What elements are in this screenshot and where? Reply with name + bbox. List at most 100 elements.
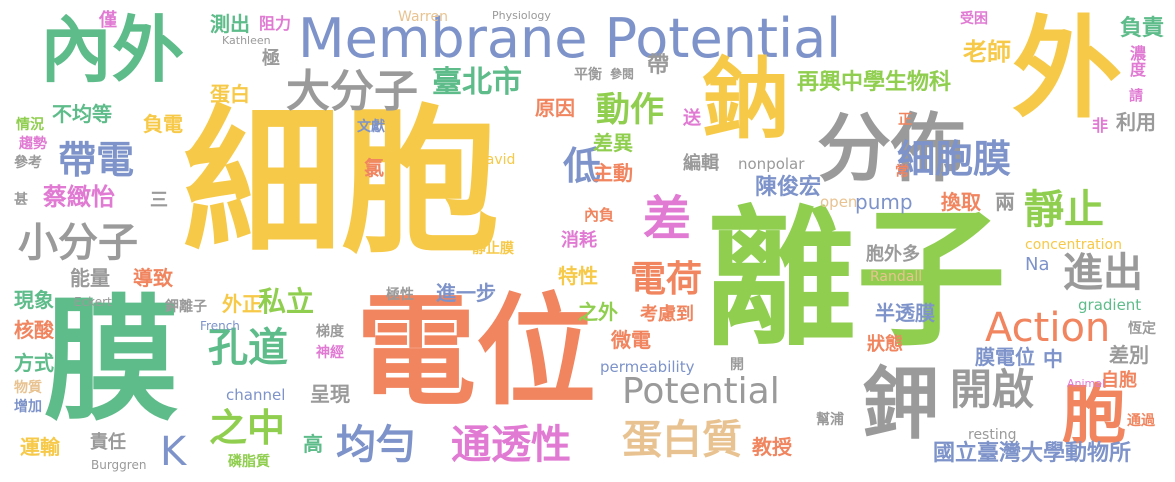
word-nongdu: 濃度 <box>1127 45 1146 77</box>
word-warren: Warren <box>398 9 448 25</box>
word-kathleen: Kathleen <box>222 34 271 47</box>
word-wuzhi: 物質 <box>14 380 42 396</box>
word-shen: 甚 <box>14 192 28 208</box>
word-danbaizhi: 蛋白質 <box>622 417 742 463</box>
word-junyun: 均勻 <box>336 422 416 468</box>
word-gao: 高 <box>303 432 323 456</box>
word-yunshu: 運輸 <box>20 435 60 459</box>
word-bangpu: 幫浦 <box>816 412 844 428</box>
word-san: 三 <box>150 190 168 211</box>
word-dianhe: 電荷 <box>630 259 703 300</box>
word-concentration: concentration <box>1025 237 1122 253</box>
word-cankao: 參考 <box>14 155 42 171</box>
word-kaolvdao: 考慮到 <box>640 304 694 325</box>
word-dongzuo: 動作 <box>596 90 664 130</box>
word-jiaoshou: 教授 <box>752 435 792 459</box>
word-daozhi: 導致 <box>133 266 173 290</box>
word-nengliang: 能量 <box>70 266 110 290</box>
word-pump: pump <box>855 190 913 214</box>
word-chabie: 差別 <box>1109 343 1149 367</box>
word-shoukun: 受困 <box>960 11 988 27</box>
word-fei: 非 <box>1092 116 1109 135</box>
word-hesuan: 核酸 <box>14 318 54 342</box>
word-lizi: 離子 <box>706 193 1007 367</box>
word-nonpolar: nonpolar <box>738 155 805 173</box>
word-liang: 兩 <box>995 190 1015 214</box>
word-daidian: 帶電 <box>58 138 135 182</box>
word-zeren: 責任 <box>90 432 126 453</box>
word-bantoumo: 半透膜 <box>875 301 935 325</box>
word-mo: 膜 <box>44 282 179 439</box>
word-resting: resting <box>968 427 1017 443</box>
word-wai: 外 <box>1012 5 1122 133</box>
word-modianwei: 膜電位 <box>975 345 1035 369</box>
word-na-en: Na <box>1025 254 1050 275</box>
word-bao: 胞 <box>1062 379 1126 453</box>
word-yuanyin: 原因 <box>535 96 575 120</box>
word-kongdao: 孔道 <box>208 325 288 371</box>
word-linzhizhi: 磷脂質 <box>228 454 270 470</box>
word-pingheng: 平衡 <box>574 67 602 83</box>
word-jin: 僅 <box>96 10 117 28</box>
word-dafenzi: 大分子 <box>286 66 418 117</box>
word-caizhiyi: 蔡緻怡 <box>43 183 115 211</box>
word-randall: Randall <box>870 269 923 285</box>
word-jinyibu: 進一步 <box>436 281 496 305</box>
word-jixing: 極性 <box>386 287 414 303</box>
word-jia: 鉀 <box>862 360 941 450</box>
word-qing: 請 <box>1127 88 1143 102</box>
word-xianxiang: 現象 <box>14 288 54 312</box>
word-na: 鈉 <box>702 48 791 151</box>
word-gradient: gradient <box>1078 296 1142 314</box>
word-jingzhimo: 靜止膜 <box>472 241 514 257</box>
word-zhudong: 主動 <box>593 161 633 185</box>
word-chenjunhong: 陳俊宏 <box>755 175 822 200</box>
word-kai: 開 <box>730 357 744 373</box>
word-waizheng: 外正 <box>222 292 262 316</box>
word-shenjing: 神經 <box>316 345 344 361</box>
word-david: David <box>475 152 516 168</box>
word-fangshi: 方式 <box>14 351 54 375</box>
word-membrane-potential: Membrane Potential <box>298 7 842 70</box>
word-laoshi: 老師 <box>963 38 1011 66</box>
word-burggren: Burggren <box>91 458 147 472</box>
word-zhiwai: 之外 <box>578 300 618 324</box>
word-guoli-taida: 國立臺灣大學動物所 <box>933 441 1132 466</box>
word-neifu: 內負 <box>584 206 615 224</box>
word-taibeishi: 臺北市 <box>432 65 522 100</box>
word-jingzhi: 靜止 <box>1024 187 1104 233</box>
word-tongtouxing: 通透性 <box>451 422 571 468</box>
word-baowaiduo: 胞外多 <box>866 244 920 265</box>
word-jializi: 鉀離子 <box>165 299 207 315</box>
word-zuli: 阻力 <box>259 14 292 33</box>
word-dianwei: 電位 <box>356 283 596 422</box>
word-cechu: 測出 <box>210 12 250 36</box>
word-cha: 差 <box>643 191 692 247</box>
word-canyue: 參閱 <box>610 67 635 81</box>
word-sili: 私立 <box>258 285 315 318</box>
word-danbai: 蛋白 <box>210 82 250 106</box>
word-xibao: 細胞 <box>183 91 499 275</box>
word-qingkuang: 情況 <box>16 117 44 133</box>
word-zheng: 正 <box>898 112 912 128</box>
word-physiology: Physiology <box>492 9 551 22</box>
word-eckert: Eckert <box>74 295 112 309</box>
word-potential: Potential <box>622 371 780 412</box>
word-chang: 常 <box>895 164 909 180</box>
word-chayi: 差異 <box>593 131 633 155</box>
word-animal: Animal <box>1067 377 1106 390</box>
word-tidu: 梯度 <box>316 324 344 340</box>
word-zibao: 自胞 <box>1101 370 1137 391</box>
word-action: Action <box>985 305 1111 351</box>
word-kaiqi: 開啟 <box>950 365 1035 414</box>
word-fuze: 負責 <box>1120 16 1165 41</box>
word-zengjia: 增加 <box>14 399 42 415</box>
word-bianji: 編輯 <box>683 153 719 174</box>
word-fudian: 負電 <box>143 112 183 136</box>
word-xiaohao: 消耗 <box>561 230 597 251</box>
word-weidian: 微電 <box>611 328 651 352</box>
word-zaixing: 再興中學生物科 <box>797 70 952 95</box>
word-k: K <box>160 429 187 475</box>
word-french: French <box>200 319 240 333</box>
